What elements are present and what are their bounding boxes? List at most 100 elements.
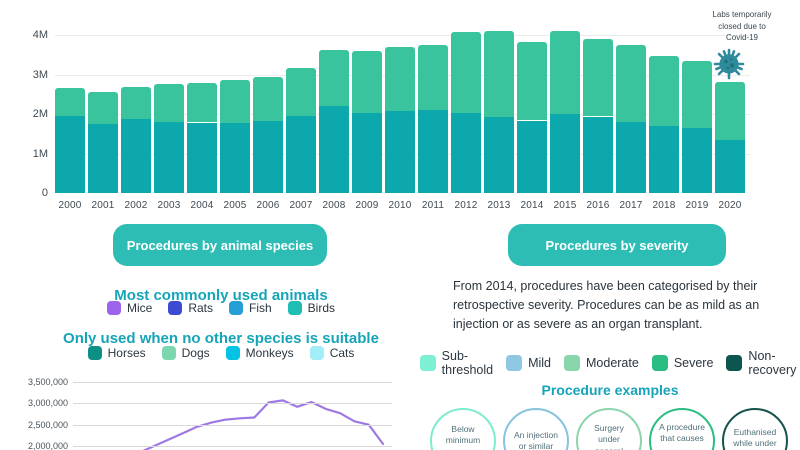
bar-segment-top-2018[interactable] (649, 55, 679, 126)
bar-segment-bottom-2017[interactable] (616, 122, 646, 193)
legend-item-horses: Horses (87, 346, 146, 360)
legend-label: Birds (307, 301, 336, 315)
bar-segment-top-2015[interactable] (550, 30, 580, 114)
x-axis-tick: 2017 (619, 200, 643, 211)
bar-segment-top-2020[interactable] (715, 81, 745, 140)
y-axis-tick: 3M (32, 68, 48, 81)
common-animals-legend: Mice Rats Fish Birds (50, 301, 392, 315)
legend-item-monkeys: Monkeys (225, 346, 294, 360)
bar-segment-top-2007[interactable] (286, 68, 316, 117)
bar-segment-bottom-2005[interactable] (220, 122, 250, 193)
procedure-example-circle-2: An injection or similar (503, 408, 569, 450)
bar-segment-bottom-2002[interactable] (121, 119, 151, 193)
procedure-example-text: An injection or similar (514, 430, 558, 450)
bar-segment-top-2011[interactable] (418, 44, 448, 110)
y-axis-tick: 1M (32, 147, 48, 160)
severity-description: From 2014, procedures have been categori… (453, 279, 760, 331)
procedures-by-species-button[interactable]: Procedures by animal species (113, 224, 327, 266)
bar-segment-bottom-2016[interactable] (583, 116, 613, 193)
legend-label: Moderate (586, 356, 639, 370)
legend-label: Sub-threshold (441, 349, 494, 377)
legend-swatch (309, 346, 324, 360)
x-axis-tick: 2013 (487, 200, 511, 211)
procedure-example-text: Below minimum (445, 424, 481, 446)
legend-label: Horses (107, 346, 146, 360)
bar-segment-top-2001[interactable] (88, 91, 118, 124)
procedure-example-text: Surgery under general (594, 423, 624, 450)
legend-item-fish: Fish (229, 301, 272, 315)
bar-segment-bottom-2011[interactable] (418, 109, 448, 193)
bar-segment-bottom-2007[interactable] (286, 116, 316, 193)
legend-label: Non-recovery (748, 349, 797, 377)
bar-segment-top-2008[interactable] (319, 50, 349, 107)
bar-segment-bottom-2013[interactable] (484, 116, 514, 193)
legend-label: Mild (528, 356, 551, 370)
x-axis-tick: 2020 (718, 200, 742, 211)
x-axis-tick: 2001 (91, 200, 115, 211)
bar-segment-bottom-2020[interactable] (715, 139, 745, 193)
bar-segment-top-2003[interactable] (154, 83, 184, 123)
bar-segment-top-2019[interactable] (682, 61, 712, 129)
legend-swatch (726, 355, 743, 371)
legend-swatch (564, 355, 580, 371)
x-axis-tick: 2018 (652, 200, 676, 211)
legend-item-birds: Birds (287, 301, 336, 315)
bar-segment-bottom-2003[interactable] (154, 122, 184, 193)
bar-segment-bottom-2010[interactable] (385, 111, 415, 193)
legend-swatch (168, 301, 183, 315)
virus-icon (713, 48, 745, 80)
legend-item-dogs: Dogs (161, 346, 210, 360)
bar-segment-top-2006[interactable] (253, 76, 283, 122)
bar-segment-top-2014[interactable] (517, 41, 547, 121)
bar-segment-top-2005[interactable] (220, 80, 250, 123)
y-axis-tick: 3,500,000 (27, 377, 68, 388)
y-axis-tick: 0 (41, 187, 48, 199)
bar-segment-top-2009[interactable] (352, 51, 382, 114)
y-axis-tick: 3,000,000 (27, 398, 68, 409)
bar-segment-bottom-2008[interactable] (319, 106, 349, 193)
procedure-example-circle-3: Surgery under general (576, 408, 642, 450)
bar-segment-top-2000[interactable] (55, 88, 85, 117)
bar-segment-top-2012[interactable] (451, 31, 481, 113)
procedure-example-circle-5: Euthanised while under (722, 408, 788, 450)
bar-segment-bottom-2004[interactable] (187, 122, 217, 193)
legend-swatch (106, 301, 121, 315)
covid-annotation-line1: Labs temporarily (712, 10, 772, 19)
bar-segment-bottom-2009[interactable] (352, 113, 382, 193)
legend-swatch (225, 346, 240, 360)
y-axis-tick: 2M (32, 108, 48, 121)
bar-segment-bottom-2018[interactable] (649, 125, 679, 193)
bar-segment-top-2002[interactable] (121, 87, 151, 120)
procedures-by-severity-button[interactable]: Procedures by severity (508, 224, 726, 266)
legend-label: Mice (126, 301, 153, 315)
bar-segment-top-2017[interactable] (616, 44, 646, 123)
legend-swatch (229, 301, 243, 315)
bar-segment-bottom-2006[interactable] (253, 121, 283, 193)
legend-swatch (287, 301, 302, 315)
procedure-example-text: Euthanised while under (733, 427, 777, 449)
y-axis-tick: 2,000,000 (27, 441, 68, 450)
x-axis-tick: 2004 (190, 200, 214, 211)
bar-segment-bottom-2015[interactable] (550, 113, 580, 193)
legend-item-non-recovery: Non-recovery (726, 349, 796, 377)
legend-label: Rats (188, 301, 213, 315)
x-axis-tick: 2005 (223, 200, 247, 211)
bar-segment-bottom-2000[interactable] (55, 116, 85, 193)
bar-segment-top-2004[interactable] (187, 82, 217, 123)
bar-segment-top-2010[interactable] (385, 47, 415, 111)
gridline (55, 35, 750, 37)
legend-item-severe: Severe (651, 355, 713, 371)
covid-annotation: Labs temporarily closed due to Covid-19 (694, 9, 790, 44)
bar-segment-bottom-2001[interactable] (88, 124, 118, 193)
bar-segment-bottom-2012[interactable] (451, 112, 481, 193)
bar-segment-top-2016[interactable] (583, 38, 613, 117)
x-axis-tick: 2006 (256, 200, 280, 211)
gridline (73, 403, 392, 405)
bar-segment-top-2013[interactable] (484, 31, 514, 117)
bar-segment-bottom-2019[interactable] (682, 128, 712, 193)
bar-segment-bottom-2014[interactable] (517, 120, 547, 193)
x-axis-tick: 2012 (454, 200, 478, 211)
x-axis-tick: 2000 (58, 200, 82, 211)
x-axis-tick: 2008 (322, 200, 346, 211)
